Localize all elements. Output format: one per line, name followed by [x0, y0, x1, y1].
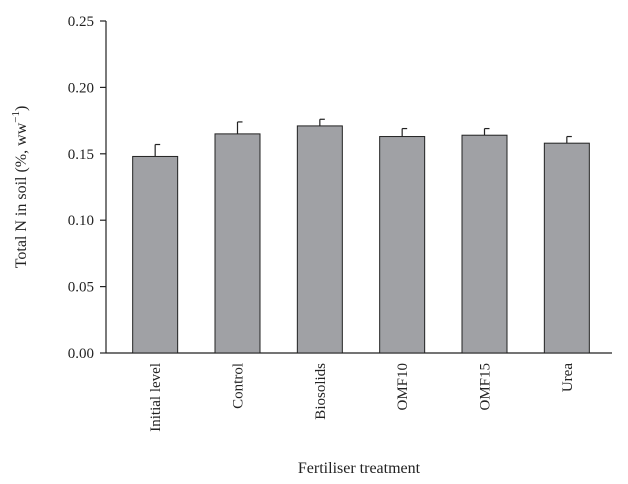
x-tick-label: Biosolids [313, 363, 329, 420]
x-tick-label: Control [231, 363, 247, 409]
y-axis-title-main: Total N in soil (%, ww [13, 122, 30, 268]
bar [379, 136, 426, 354]
y-ticks: 0.00 0.05 0.10 0.15 0.20 0.25 [68, 14, 106, 362]
x-tick-label: OMF15 [478, 363, 494, 411]
y-axis-title: Total N in soil (%, ww−1) [10, 106, 30, 269]
y-tick-label: 0.25 [68, 14, 94, 30]
y-tick-label: 0.00 [68, 346, 94, 362]
x-axis-title: Fertiliser treatment [298, 460, 421, 477]
x-tick-label: OMF10 [395, 363, 411, 411]
x-tick-label: Urea [560, 363, 576, 392]
y-axis-title-suffix: ) [13, 106, 30, 111]
x-tick-label: Initial level [148, 363, 164, 432]
bar [132, 155, 179, 354]
y-tick-label: 0.20 [68, 80, 94, 96]
y-axis-title-superscript: −1 [10, 111, 22, 123]
y-tick-label: 0.15 [68, 147, 94, 163]
y-tick-label: 0.10 [68, 213, 94, 229]
x-tick-labels: Initial level Control Biosolids OMF10 OMF15 U… [148, 363, 576, 432]
bar [296, 125, 343, 354]
bar [461, 134, 508, 354]
bars [132, 118, 590, 354]
bar [214, 133, 261, 354]
y-tick-label: 0.05 [68, 280, 94, 296]
bar [543, 142, 590, 354]
